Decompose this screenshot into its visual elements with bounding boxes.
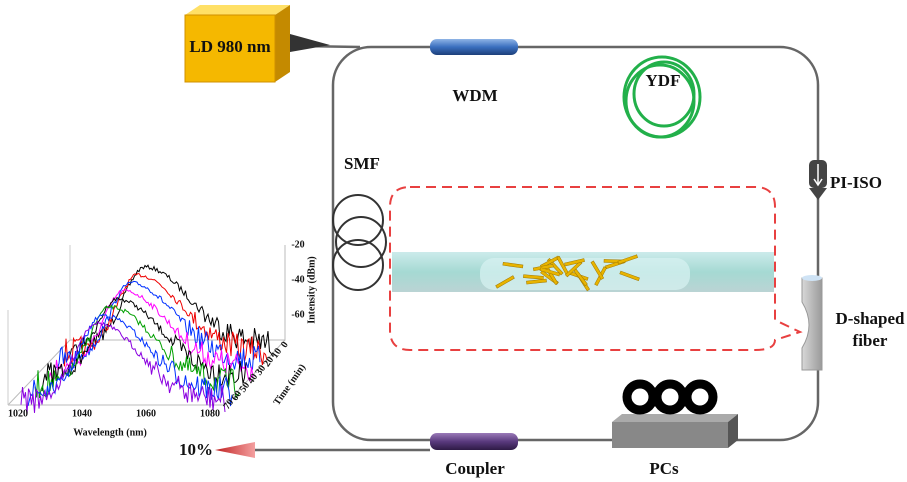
y-axis-label: Intensity (dBm) (306, 256, 317, 324)
isolator-label: PI-ISO (830, 173, 882, 192)
ld-label: LD 980 nm (189, 37, 270, 56)
smf-label: SMF (344, 154, 380, 173)
d-fiber (802, 275, 822, 370)
time-tick-label: 0 (279, 340, 291, 350)
ydf-coil (624, 57, 700, 137)
x-tick-label: 1080 (200, 408, 220, 419)
x-axis-label: Wavelength (nm) (73, 427, 147, 438)
pcs-label: PCs (649, 459, 679, 478)
d-fiber-label: fiber (853, 331, 888, 350)
setup-diagram: LD 980 nm WDM YDF SMF PI-ISO D-shaped fi… (0, 0, 907, 482)
output-cone (215, 442, 255, 458)
wdm (430, 39, 518, 55)
x-tick-label: 1060 (136, 408, 156, 419)
d-fiber-label: D-shaped (836, 309, 906, 328)
fiber-ring (333, 47, 818, 440)
coupler-label: Coupler (445, 459, 505, 478)
z-tick-label: -40 (291, 274, 304, 285)
ydf-label: YDF (646, 71, 681, 90)
x-tick-label: 1020 (8, 408, 28, 419)
output-label: 10% (179, 440, 213, 459)
z-tick-label: -20 (291, 239, 304, 250)
time-axis-label: Time (min) (272, 362, 308, 408)
smf-coil (333, 195, 386, 290)
polarization-controller (612, 384, 738, 448)
laser-diode: LD 980 nm (185, 5, 330, 82)
coupler (430, 433, 518, 450)
z-tick-label: -60 (291, 309, 304, 320)
isolator (809, 160, 827, 200)
wdm-label: WDM (452, 86, 497, 105)
x-tick-label: 1040 (72, 408, 92, 419)
